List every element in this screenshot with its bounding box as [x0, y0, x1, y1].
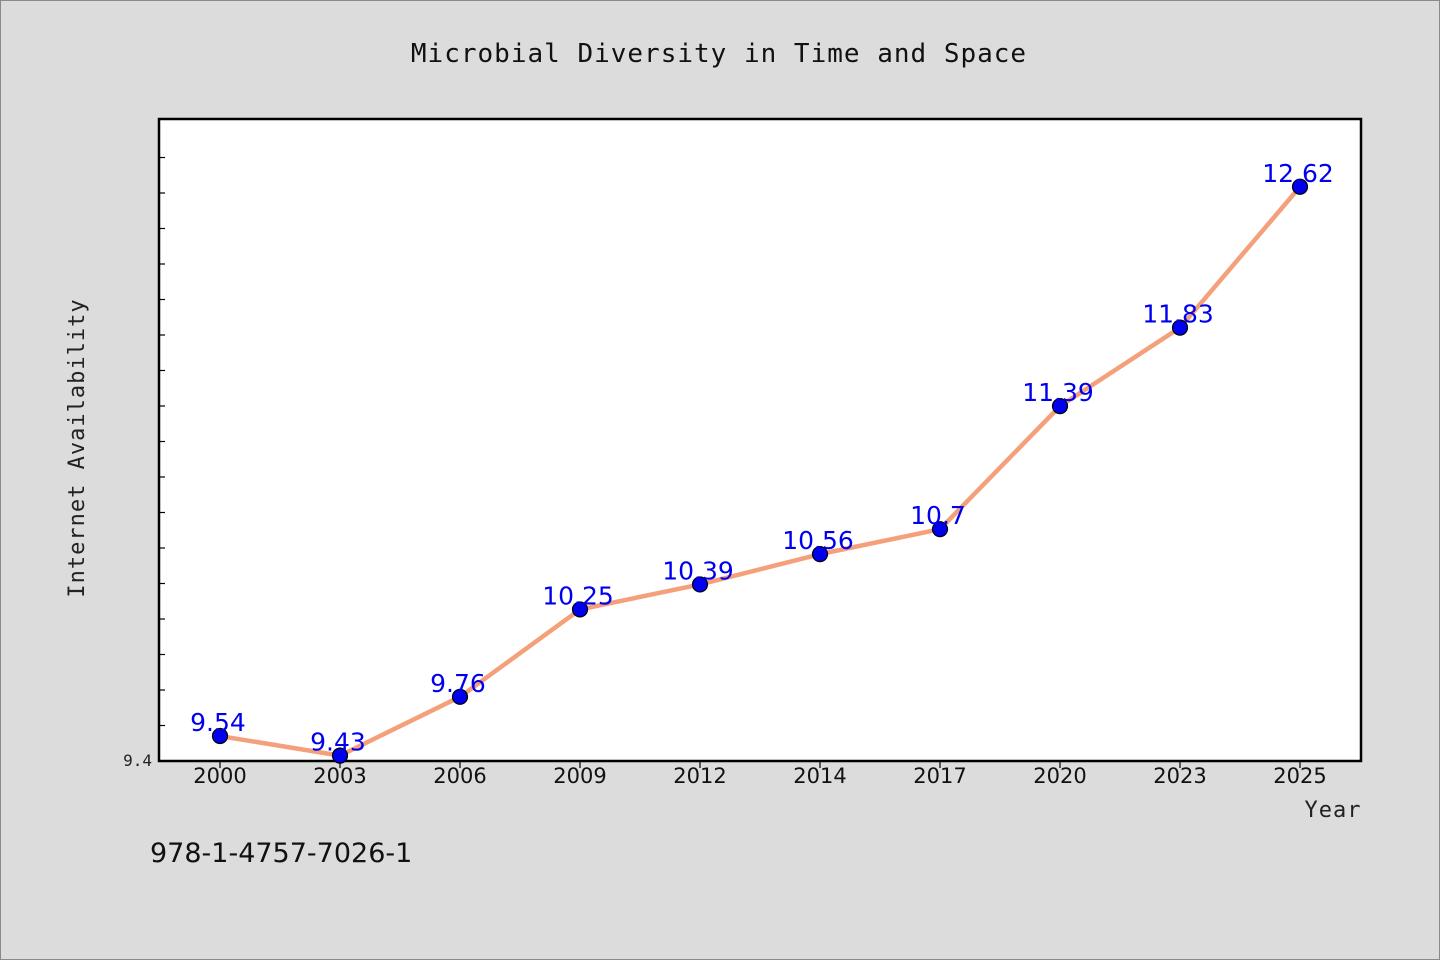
chart-title: Microbial Diversity in Time and Space [411, 39, 1027, 69]
x-tick-label: 2014 [793, 764, 846, 788]
x-tick-label: 2017 [913, 764, 966, 788]
y-axis-ticks [159, 156, 165, 727]
data-point [211, 727, 229, 745]
x-tick-label: 2023 [1153, 764, 1206, 788]
data-label: 11.39 [1022, 378, 1094, 407]
y-tick-label-min: 9.4 [123, 751, 152, 770]
data-point [571, 601, 589, 618]
x-tick-labels: 2000 2003 2006 2009 2012 2014 2017 2020 2023 2025 [193, 764, 1326, 788]
x-axis-title: Year [1305, 798, 1362, 823]
data-label: 12.62 [1262, 159, 1334, 188]
x-tick-label: 2009 [553, 764, 606, 788]
isbn-code: 978-1-4757-7026-1 [150, 838, 412, 869]
data-point [691, 576, 709, 593]
data-point [331, 747, 349, 764]
x-tick-label: 2003 [313, 764, 366, 788]
data-labels: 9.54 9.43 9.76 10.25 10.39 10.56 10.7 11.39 11.8… [190, 159, 1334, 757]
data-label: 11.83 [1142, 300, 1214, 329]
series-line [217, 184, 1303, 758]
data-point [1171, 319, 1189, 336]
data-label: 10.25 [542, 581, 614, 610]
x-tick-label: 2012 [673, 764, 726, 788]
data-label: 9.76 [430, 669, 486, 698]
plot-area [157, 117, 1363, 763]
data-point [811, 546, 829, 563]
data-markers [211, 178, 1309, 764]
data-point [1051, 398, 1069, 415]
x-tick-label: 2000 [193, 764, 246, 788]
data-point [451, 688, 469, 705]
x-tick-label: 2025 [1273, 764, 1326, 788]
data-point [1291, 178, 1309, 195]
data-point [931, 521, 949, 538]
data-label: 10.7 [910, 501, 966, 530]
x-axis-ticks [219, 761, 1301, 768]
data-label: 10.39 [662, 556, 734, 585]
data-label: 9.43 [310, 728, 366, 757]
x-tick-label: 2006 [433, 764, 486, 788]
data-label: 9.54 [190, 708, 246, 737]
x-tick-label: 2020 [1033, 764, 1086, 788]
y-axis-title: Internet Availability [65, 298, 90, 597]
data-label: 10.56 [782, 526, 854, 555]
